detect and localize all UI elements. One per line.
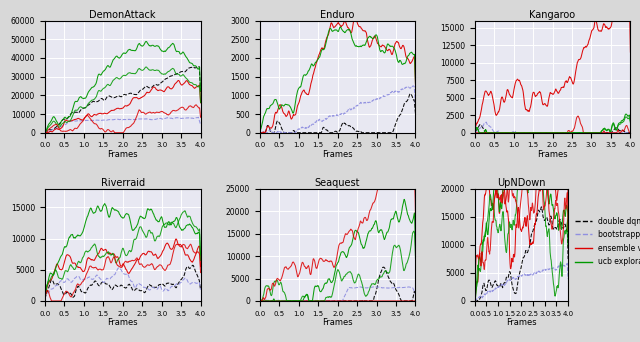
Title: Seaquest: Seaquest — [315, 178, 360, 188]
Title: Kangaroo: Kangaroo — [529, 10, 575, 20]
Title: UpNDown: UpNDown — [497, 178, 546, 188]
Title: Riverraid: Riverraid — [100, 178, 145, 188]
Legend: double dqn, bootstrapped dqn, ensemble voting, ucb exploration: double dqn, bootstrapped dqn, ensemble v… — [575, 216, 640, 266]
X-axis label: Frames: Frames — [108, 150, 138, 159]
Title: Enduro: Enduro — [321, 10, 355, 20]
Title: DemonAttack: DemonAttack — [90, 10, 156, 20]
X-axis label: Frames: Frames — [323, 150, 353, 159]
X-axis label: Frames: Frames — [506, 318, 537, 327]
X-axis label: Frames: Frames — [323, 318, 353, 327]
X-axis label: Frames: Frames — [108, 318, 138, 327]
X-axis label: Frames: Frames — [537, 150, 568, 159]
